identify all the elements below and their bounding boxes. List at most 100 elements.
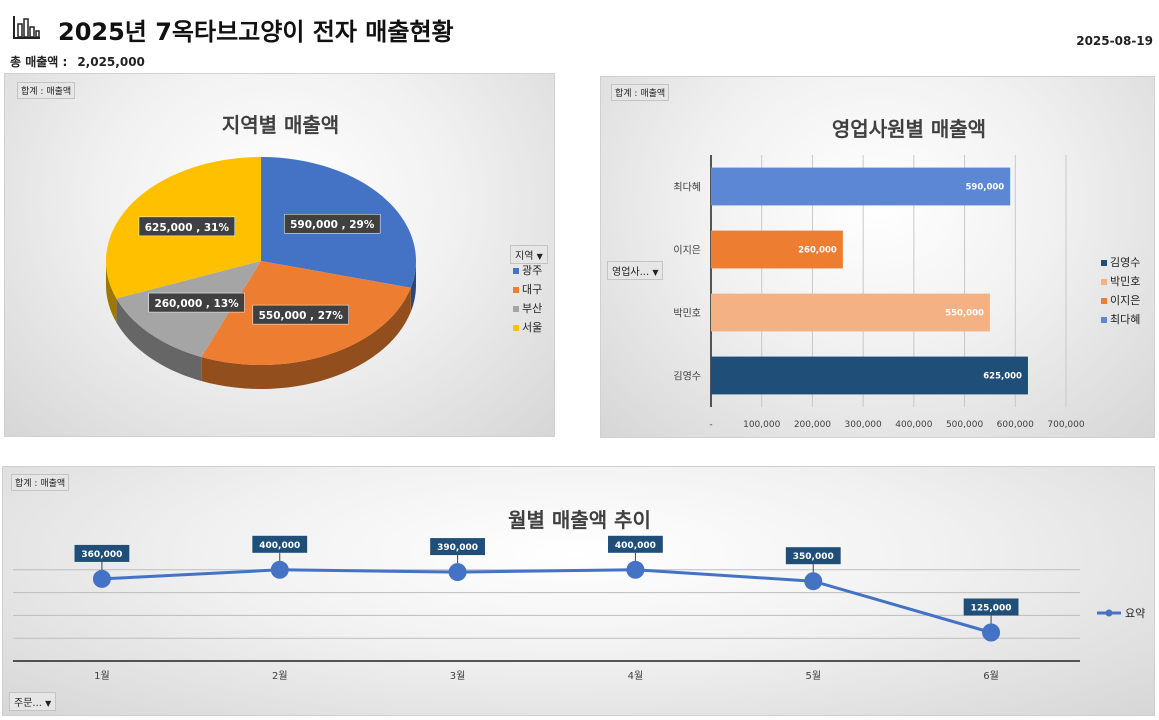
bar-data-label: 625,000 xyxy=(983,372,1022,382)
chart-icon xyxy=(13,16,40,39)
line-chart: 360,000 1월 400,000 2월 390,000 3월 400,000 4월 350,… xyxy=(13,535,1145,682)
line-data-label-bg xyxy=(963,598,1019,616)
pie-chart-title: 지역별 매출액 xyxy=(221,113,340,137)
legend-swatch xyxy=(1101,279,1107,285)
page-title: 2025년 7옥타브고양이 전자 매출현황 xyxy=(58,18,454,46)
bar-category-label: 김영수 xyxy=(673,371,701,383)
pie-data-label: 260,000 , 13% xyxy=(154,298,239,310)
bar-김영수 xyxy=(711,356,1028,395)
line-point xyxy=(804,572,823,591)
line-axis-filter-label: 주문... xyxy=(14,698,42,709)
bar-최다혜 xyxy=(711,167,1011,206)
bar-x-tick-label: 400,000 xyxy=(895,420,932,430)
line-data-label-bg xyxy=(252,535,308,553)
legend-label: 광주 xyxy=(522,264,543,277)
line-data-label-bg xyxy=(430,538,485,556)
pie-data-label: 550,000 , 27% xyxy=(259,310,344,322)
legend-swatch xyxy=(1101,317,1107,323)
pie-legend-item: 대구 xyxy=(513,281,542,297)
bar-axis-filter[interactable]: 영업사... ▼ xyxy=(607,261,664,280)
line-x-tick-label: 4월 xyxy=(628,670,644,682)
dropdown-arrow-icon: ▼ xyxy=(652,268,659,277)
bar-axis-filter-label: 영업사... xyxy=(612,267,650,278)
line-series xyxy=(101,568,992,634)
pie-data-label-bg xyxy=(138,216,236,237)
line-legend-label: 요약 xyxy=(1125,606,1145,620)
legend-label: 박민호 xyxy=(1110,275,1141,288)
bar-chart-panel[interactable]: 합계 : 매출액 영업사원별 매출액 - 100,000 200,000 300,00… xyxy=(600,76,1155,438)
total-sales: 총 매출액 : 2,025,000 xyxy=(10,53,145,70)
pie-legend-item: 부산 xyxy=(513,300,542,316)
line-legend-dot xyxy=(1105,609,1113,617)
pie-slice-side xyxy=(106,261,117,323)
bar-legend-item: 김영수 xyxy=(1101,254,1140,270)
report-date: 2025-08-19 xyxy=(1076,34,1153,48)
bar-x-tick-label: 500,000 xyxy=(946,420,983,430)
line-x-tick-label: 3월 xyxy=(450,670,466,682)
bar-category-label: 박민호 xyxy=(673,308,701,320)
pie-slice-side xyxy=(201,287,411,389)
bar-chart-title: 영업사원별 매출액 xyxy=(831,117,987,141)
line-point xyxy=(270,560,289,579)
line-data-label: 350,000 xyxy=(793,552,834,562)
pie-field-tag[interactable]: 합계 : 매출액 xyxy=(17,82,76,99)
bar-data-label: 590,000 xyxy=(965,183,1004,193)
line-data-label-bg xyxy=(608,535,663,553)
pie-slice-side xyxy=(410,261,416,312)
line-data-label: 400,000 xyxy=(615,541,656,551)
total-sales-value: 2,025,000 xyxy=(77,55,145,69)
bar-x-tick-label: 100,000 xyxy=(743,420,780,430)
bar-field-tag[interactable]: 합계 : 매출액 xyxy=(611,84,670,101)
legend-label: 최다혜 xyxy=(1110,313,1141,326)
line-field-tag[interactable]: 합계 : 매출액 xyxy=(11,474,70,491)
legend-swatch xyxy=(513,325,519,331)
bar-data-label: 260,000 xyxy=(798,246,837,256)
legend-label: 이지은 xyxy=(1110,294,1141,307)
legend-swatch xyxy=(513,287,519,293)
line-point xyxy=(448,563,467,582)
bar-legend-item: 이지은 xyxy=(1101,292,1140,308)
dropdown-arrow-icon: ▼ xyxy=(45,699,52,708)
total-sales-label: 총 매출액 : xyxy=(10,55,68,69)
pie-slice-side xyxy=(116,298,202,381)
line-point xyxy=(982,623,1001,642)
pie-chart: 590,000 , 29% 550,000 , 27% 260,000 , 13% 6… xyxy=(105,156,417,389)
line-data-label: 125,000 xyxy=(971,604,1012,614)
pie-data-label-bg xyxy=(252,304,349,325)
bar-chart: - 100,000 200,000 300,000 400,000 500,000 600,… xyxy=(673,155,1085,430)
line-data-label: 390,000 xyxy=(437,543,478,553)
line-x-tick-label: 5월 xyxy=(805,670,821,682)
pie-data-label: 625,000 , 31% xyxy=(145,222,230,234)
legend-label: 대구 xyxy=(522,283,543,296)
pie-legend-item: 서울 xyxy=(513,319,542,335)
pie-legend-filter[interactable]: 지역 ▼ xyxy=(510,245,548,264)
legend-label: 김영수 xyxy=(1110,256,1141,269)
line-x-tick-label: 1월 xyxy=(94,670,110,682)
bar-x-tick-label: 300,000 xyxy=(845,420,882,430)
line-x-tick-label: 2월 xyxy=(272,670,288,682)
bar-legend-item: 최다혜 xyxy=(1101,311,1140,327)
line-point xyxy=(92,569,111,588)
line-data-label: 360,000 xyxy=(81,550,122,560)
bar-x-tick-label: 200,000 xyxy=(794,420,831,430)
pie-data-label-bg xyxy=(284,213,381,234)
legend-swatch xyxy=(513,268,519,274)
line-data-label-bg xyxy=(785,547,841,565)
legend-swatch xyxy=(1101,298,1107,304)
pie-data-label: 590,000 , 29% xyxy=(290,219,375,231)
line-chart-title: 월별 매출액 추이 xyxy=(508,508,651,532)
pie-chart-panel[interactable]: 합계 : 매출액 지역별 매출액 590,000 , 29% 550,000 , … xyxy=(4,73,555,437)
bar-이지은 xyxy=(711,230,843,269)
pie-legend-title: 지역 xyxy=(515,251,534,262)
line-x-tick-label: 6월 xyxy=(983,670,999,682)
bar-legend-item: 박민호 xyxy=(1101,273,1140,289)
line-axis-filter[interactable]: 주문... ▼ xyxy=(9,692,57,711)
line-data-label-bg xyxy=(74,544,130,562)
legend-label: 서울 xyxy=(522,321,543,334)
legend-swatch xyxy=(513,306,519,312)
bar-category-label: 최다혜 xyxy=(673,182,701,194)
legend-swatch xyxy=(1101,260,1107,266)
bar-x-tick-label: - xyxy=(709,420,712,430)
pie-legend-item: 광주 xyxy=(513,262,542,278)
line-chart-panel[interactable]: 합계 : 매출액 월별 매출액 추이 360,000 1월 400,000 2월 390… xyxy=(2,466,1155,716)
